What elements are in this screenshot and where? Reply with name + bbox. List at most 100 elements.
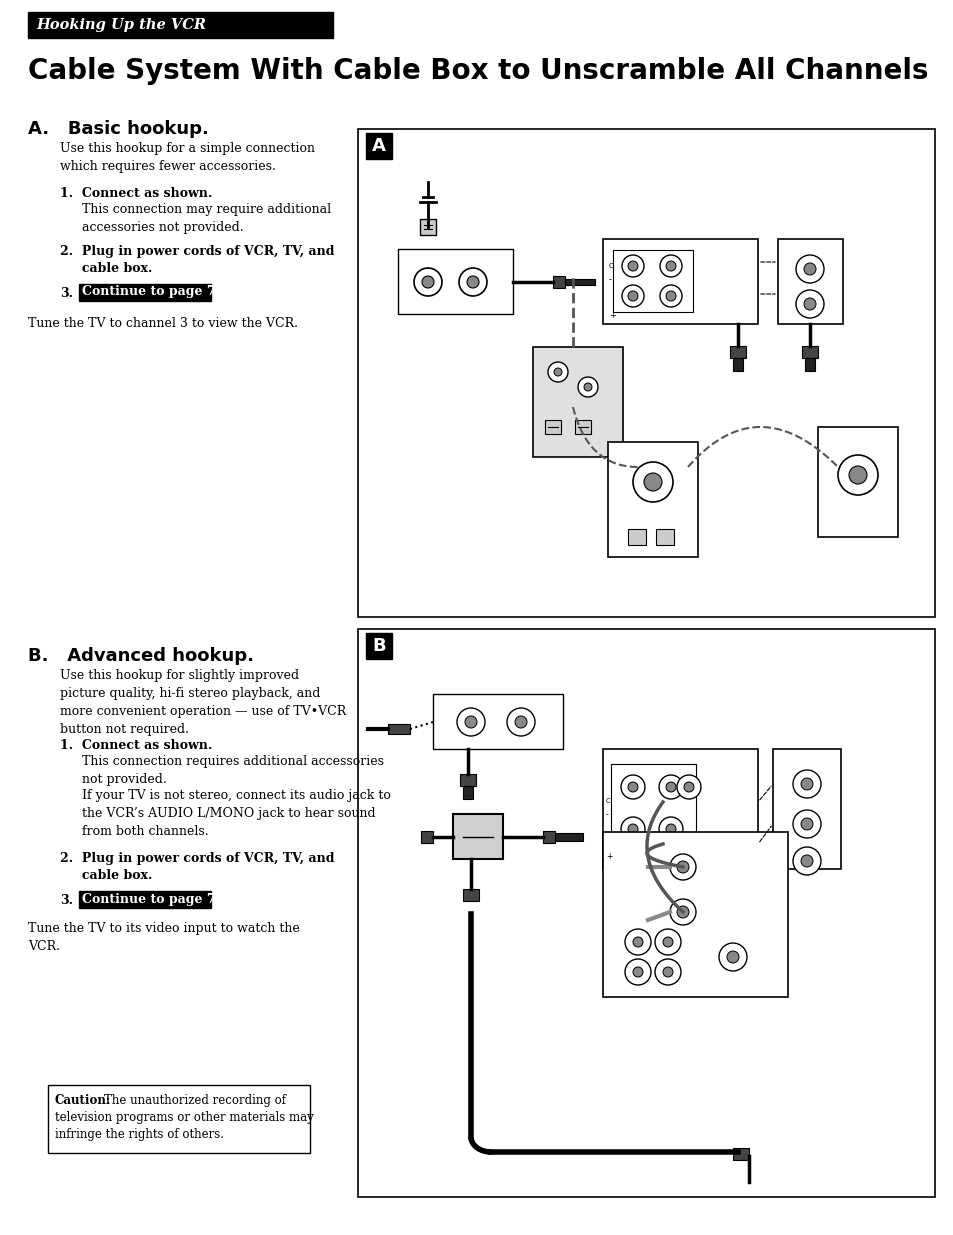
Text: B.   Advanced hookup.: B. Advanced hookup.	[28, 647, 253, 664]
Text: This connection requires additional accessories
not provided.: This connection requires additional acce…	[82, 755, 384, 785]
Circle shape	[669, 853, 696, 881]
Text: Use this hookup for a simple connection
which requires fewer accessories.: Use this hookup for a simple connection …	[60, 142, 314, 173]
Circle shape	[554, 368, 561, 375]
Text: The unauthorized recording of: The unauthorized recording of	[104, 1094, 286, 1107]
Text: 1.  Connect as shown.: 1. Connect as shown.	[60, 739, 212, 752]
Circle shape	[627, 291, 638, 301]
Circle shape	[719, 944, 746, 971]
Circle shape	[662, 967, 672, 977]
Bar	[79, 890, 211, 908]
Bar	[602, 748, 758, 869]
Bar	[420, 831, 433, 844]
Text: This connection may require additional
accessories not provided.: This connection may require additional a…	[82, 203, 331, 233]
Bar	[602, 240, 758, 324]
Circle shape	[837, 454, 877, 495]
Circle shape	[795, 290, 823, 317]
Circle shape	[624, 929, 650, 955]
Bar	[433, 694, 562, 748]
Bar	[804, 358, 814, 370]
Bar	[388, 724, 410, 734]
Text: Continue to page 7.: Continue to page 7.	[82, 893, 220, 905]
Circle shape	[665, 782, 676, 792]
Circle shape	[515, 716, 526, 727]
Text: Use this hookup for slightly improved
picture quality, hi-fi stereo playback, an: Use this hookup for slightly improved pi…	[60, 669, 346, 736]
Bar	[419, 219, 436, 235]
Text: 3.: 3.	[60, 894, 73, 906]
Circle shape	[464, 716, 476, 727]
Bar	[544, 420, 560, 433]
Bar	[801, 346, 817, 358]
Circle shape	[655, 960, 680, 986]
Bar	[397, 249, 513, 314]
Text: If your TV is not stereo, connect its audio jack to
the VCR’s AUDIO L/MONO jack : If your TV is not stereo, connect its au…	[82, 789, 391, 839]
Circle shape	[621, 285, 643, 308]
Bar	[357, 629, 934, 1197]
Bar	[732, 358, 742, 370]
Circle shape	[726, 951, 739, 963]
Circle shape	[421, 275, 434, 288]
Circle shape	[659, 254, 681, 277]
Text: A: A	[372, 137, 386, 156]
Circle shape	[624, 960, 650, 986]
Circle shape	[665, 291, 676, 301]
Circle shape	[620, 818, 644, 841]
Bar	[366, 133, 392, 159]
Circle shape	[627, 824, 638, 834]
Circle shape	[792, 847, 821, 876]
Circle shape	[801, 855, 812, 867]
Bar	[817, 427, 897, 537]
Circle shape	[669, 899, 696, 925]
Bar	[732, 1149, 748, 1160]
Bar	[553, 275, 564, 288]
Circle shape	[627, 261, 638, 270]
Circle shape	[643, 473, 661, 492]
Text: -: -	[605, 810, 608, 819]
Bar	[610, 764, 696, 853]
Circle shape	[547, 362, 567, 382]
Text: infringe the rights of others.: infringe the rights of others.	[55, 1128, 224, 1141]
Text: Tune the TV to its video input to watch the
VCR.: Tune the TV to its video input to watch …	[28, 923, 299, 953]
Circle shape	[633, 937, 642, 947]
Bar	[656, 529, 673, 545]
Bar	[48, 1086, 310, 1153]
Circle shape	[848, 466, 866, 484]
Text: B: B	[372, 637, 385, 655]
Circle shape	[803, 263, 815, 275]
Circle shape	[677, 776, 700, 799]
Bar	[555, 832, 582, 841]
Bar	[772, 748, 841, 869]
Circle shape	[803, 298, 815, 310]
Bar	[607, 442, 698, 557]
Bar	[729, 346, 745, 358]
Text: Continue to page 7.: Continue to page 7.	[82, 285, 220, 299]
Text: A.   Basic hookup.: A. Basic hookup.	[28, 120, 209, 138]
Polygon shape	[533, 347, 622, 457]
Text: Cable System With Cable Box to Unscramble All Channels: Cable System With Cable Box to Unscrambl…	[28, 57, 927, 85]
Circle shape	[506, 708, 535, 736]
Bar	[613, 249, 692, 312]
Circle shape	[662, 937, 672, 947]
Circle shape	[665, 261, 676, 270]
Text: television programs or other materials may: television programs or other materials m…	[55, 1112, 314, 1124]
Circle shape	[665, 824, 676, 834]
Bar	[28, 12, 333, 38]
Text: 3.: 3.	[60, 287, 73, 300]
Text: C: C	[605, 798, 610, 804]
Circle shape	[633, 967, 642, 977]
Bar	[459, 774, 476, 785]
Circle shape	[659, 818, 682, 841]
Text: +: +	[608, 311, 616, 320]
Circle shape	[677, 861, 688, 873]
Bar	[575, 420, 590, 433]
Text: -: -	[608, 275, 612, 284]
Bar	[627, 529, 645, 545]
Bar	[778, 240, 842, 324]
Bar	[542, 831, 555, 844]
Circle shape	[458, 268, 486, 296]
Bar	[357, 128, 934, 618]
Circle shape	[795, 254, 823, 283]
Bar	[564, 279, 595, 285]
Circle shape	[621, 254, 643, 277]
Circle shape	[801, 778, 812, 790]
Bar	[462, 785, 473, 799]
